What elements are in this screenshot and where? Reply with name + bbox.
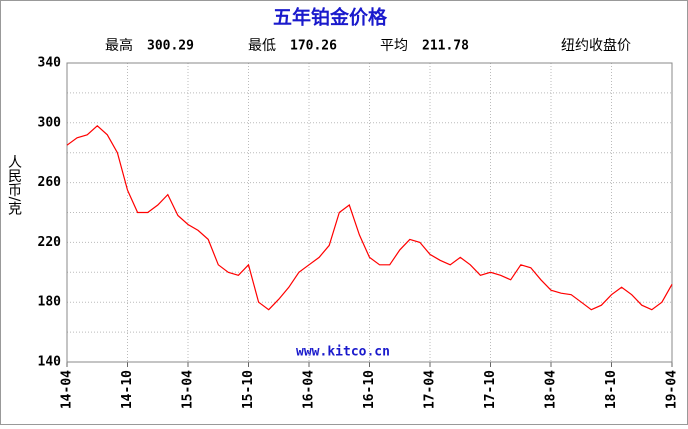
x-tick-label: 16-10 xyxy=(362,370,377,409)
x-tick-label: 18-10 xyxy=(604,370,619,409)
y-tick-label: 340 xyxy=(38,56,62,71)
stat-label: 最低 xyxy=(248,38,276,54)
watermark: www.kitco.cn xyxy=(296,345,390,360)
x-tick-label: 18-04 xyxy=(544,370,559,409)
x-tick-label: 17-04 xyxy=(423,370,438,409)
plot-border xyxy=(66,62,673,363)
stat-label: 平均 xyxy=(380,38,408,54)
y-tick-label: 220 xyxy=(38,235,62,250)
subtitle: 纽约收盘价 xyxy=(561,37,631,54)
chart-title: 五年铂金价格 xyxy=(273,6,388,29)
x-tick-label: 14-10 xyxy=(120,370,135,409)
y-tick-label: 140 xyxy=(38,355,62,370)
x-tick-label: 19-04 xyxy=(665,370,680,409)
x-tick-label: 15-04 xyxy=(181,370,196,409)
x-tick-label: 17-10 xyxy=(483,370,498,409)
y-tick-label: 260 xyxy=(38,175,62,190)
stat-value: 170.26 xyxy=(290,39,337,54)
x-tick-label: 15-10 xyxy=(241,370,256,409)
y-axis-label: 人民币/克 xyxy=(6,155,22,217)
x-tick-label: 14-04 xyxy=(60,370,75,409)
price-line xyxy=(66,124,673,311)
y-tick-label: 180 xyxy=(38,295,62,310)
y-tick-label: 300 xyxy=(38,115,62,130)
stat-value: 300.29 xyxy=(147,39,194,54)
stat-label: 最高 xyxy=(105,37,133,54)
x-tick-label: 16-04 xyxy=(302,370,317,409)
stat-value: 211.78 xyxy=(422,39,469,54)
